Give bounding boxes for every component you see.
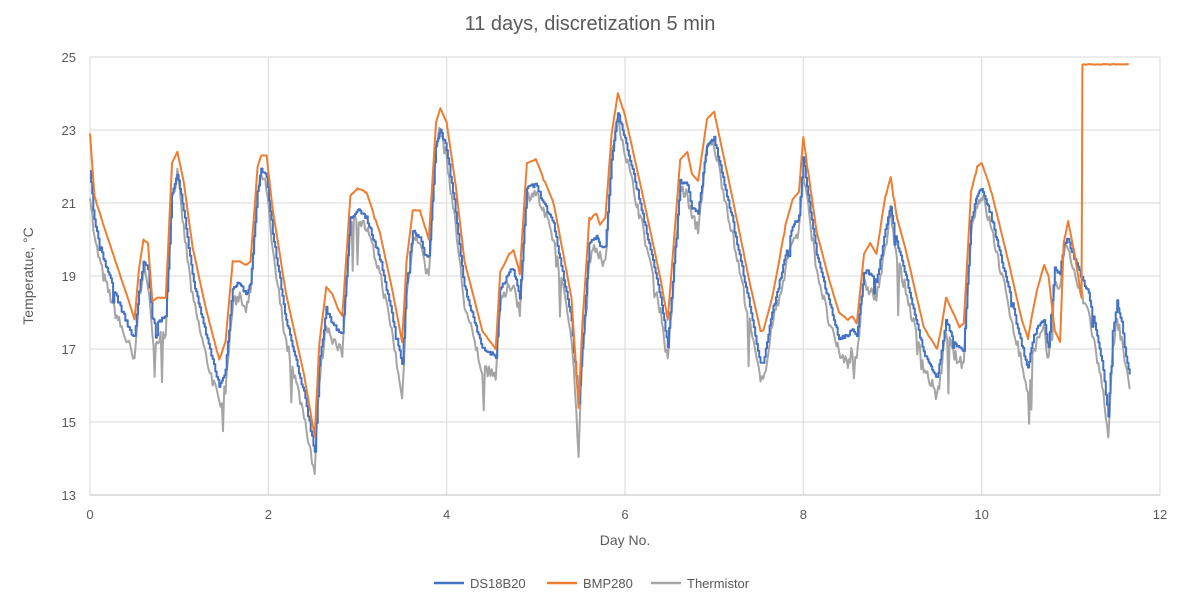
series-line-bmp280 [89, 63, 1129, 438]
y-axis-title: Temperatue, °C [20, 227, 36, 324]
y-tick-label: 25 [62, 50, 76, 65]
axes: 13 15 17 19 21 23 25 0 2 4 6 8 10 12 [62, 50, 1168, 522]
x-axis-title: Day No. [600, 532, 651, 548]
y-tick-label: 17 [62, 342, 76, 357]
chart-title: 11 days, discretization 5 min [465, 13, 716, 35]
series-lines [89, 63, 1131, 476]
x-tick-label: 12 [1153, 507, 1167, 522]
series-line-ds18b20 [90, 112, 1131, 453]
y-tick-label: 15 [62, 415, 76, 430]
legend: DS18B20 BMP280 Thermistor [434, 576, 750, 591]
x-tick-label: 10 [974, 507, 988, 522]
x-tick-label: 2 [265, 507, 272, 522]
x-tick-label: 4 [443, 507, 450, 522]
y-tick-label: 21 [62, 196, 76, 211]
gridlines [89, 56, 1161, 496]
x-tick-label: 8 [800, 507, 807, 522]
y-tick-label: 13 [62, 488, 76, 503]
x-tick-label: 6 [621, 507, 628, 522]
legend-label: DS18B20 [470, 576, 526, 591]
x-tick-label: 0 [86, 507, 93, 522]
y-tick-label: 23 [62, 123, 76, 138]
legend-label: Thermistor [687, 576, 750, 591]
y-tick-label: 19 [62, 269, 76, 284]
legend-label: BMP280 [583, 576, 633, 591]
